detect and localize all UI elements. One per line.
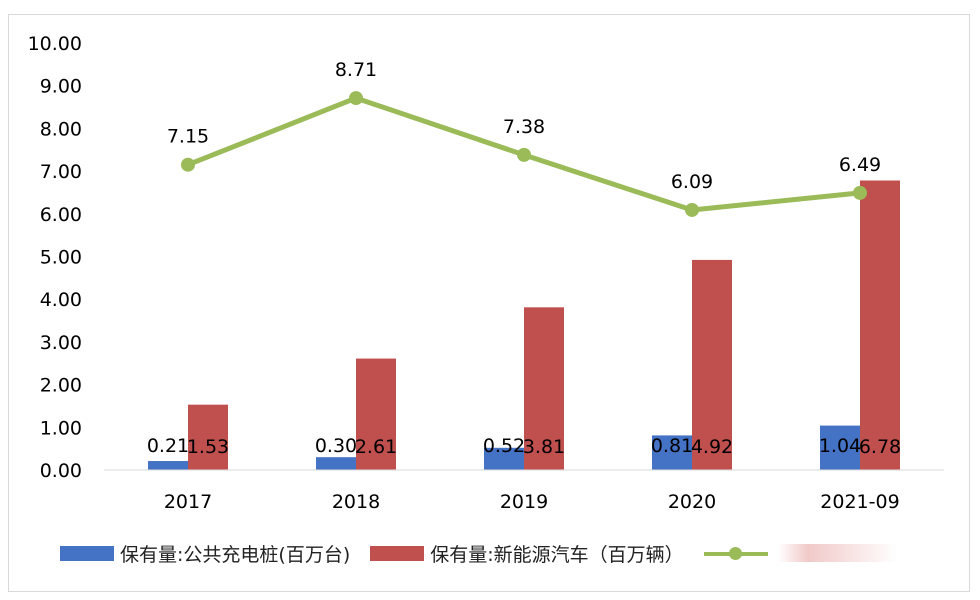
y-tick-label: 3.00 — [40, 332, 82, 354]
line-point — [517, 147, 531, 162]
line-point — [685, 202, 699, 217]
bar-nev — [860, 180, 900, 470]
bar-charging-piles — [148, 461, 188, 470]
bar-nev — [524, 307, 564, 470]
y-tick-label: 8.00 — [40, 118, 82, 140]
data-label-ratio: 7.38 — [503, 116, 545, 138]
y-axis: 0.00 1.00 2.00 3.00 4.00 5.00 6.00 7.00 8.00 9.00… — [28, 33, 82, 482]
data-label-charging-piles: 0.30 — [315, 435, 357, 457]
data-label-charging-piles: 0.81 — [651, 435, 693, 457]
data-label-ratio: 7.15 — [167, 126, 209, 148]
x-tick-label: 2021-09 — [820, 491, 899, 513]
line-point — [853, 185, 867, 200]
bar-nev — [356, 358, 396, 470]
x-tick-label: 2019 — [500, 491, 548, 513]
legend-swatch-nev — [370, 545, 425, 561]
legend-item-nev: 保有量:新能源汽车（百万辆） — [370, 540, 684, 567]
y-tick-label: 4.00 — [40, 289, 82, 311]
x-tick-label: 2017 — [164, 491, 212, 513]
y-tick-label: 9.00 — [40, 76, 82, 98]
legend-label-nev: 保有量:新能源汽车（百万辆） — [430, 543, 684, 566]
chart-frame — [8, 14, 970, 592]
y-tick-label: 1.00 — [40, 417, 82, 439]
data-label-charging-piles: 1.04 — [819, 435, 861, 457]
data-label-nev: 2.61 — [355, 436, 397, 458]
x-axis: 2017 2018 2019 2020 2021-09 — [104, 469, 944, 513]
data-label-nev: 1.53 — [187, 436, 229, 458]
line-point — [181, 157, 195, 172]
line-point — [349, 91, 363, 106]
bar-charging-piles — [316, 457, 356, 470]
legend-redacted-blur — [777, 544, 898, 562]
legend-label-charging-piles: 保有量:公共充电桩(百万台) — [120, 543, 351, 566]
legend-swatch-ratio — [703, 546, 768, 561]
data-label-nev: 4.92 — [691, 436, 733, 458]
line-series — [181, 91, 867, 217]
y-tick-label: 5.00 — [40, 247, 82, 269]
data-label-ratio: 8.71 — [335, 59, 377, 81]
bar-series — [148, 180, 900, 470]
x-tick-label: 2018 — [332, 491, 380, 513]
y-tick-label: 10.00 — [28, 33, 82, 55]
data-label-ratio: 6.09 — [671, 171, 713, 193]
y-tick-label: 2.00 — [40, 375, 82, 397]
x-tick-label: 2020 — [668, 491, 716, 513]
data-label-nev: 6.78 — [859, 436, 901, 458]
legend-swatch-charging-piles — [60, 545, 114, 561]
data-label-charging-piles: 0.21 — [147, 435, 189, 457]
legend-item-charging-piles: 保有量:公共充电桩(百万台) — [60, 540, 350, 567]
y-tick-label: 6.00 — [40, 204, 82, 226]
data-label-charging-piles: 0.52 — [483, 435, 525, 457]
legend-item-ratio — [703, 544, 898, 562]
legend: 保有量:公共充电桩(百万台) 保有量:新能源汽车（百万辆） — [60, 540, 918, 566]
y-tick-label: 0.00 — [40, 460, 82, 482]
data-label-ratio: 6.49 — [839, 154, 881, 176]
data-label-nev: 3.81 — [523, 436, 565, 458]
y-tick-label: 7.00 — [40, 161, 82, 183]
bar-charging-piles — [652, 435, 692, 470]
bar-charging-piles — [484, 447, 524, 470]
data-labels: 0.21 0.30 0.52 0.81 1.04 1.53 2.61 3.81 4.92 6.78… — [147, 59, 901, 458]
bar-nev — [188, 404, 228, 470]
bar-charging-piles — [820, 425, 860, 470]
bar-nev — [692, 259, 732, 470]
